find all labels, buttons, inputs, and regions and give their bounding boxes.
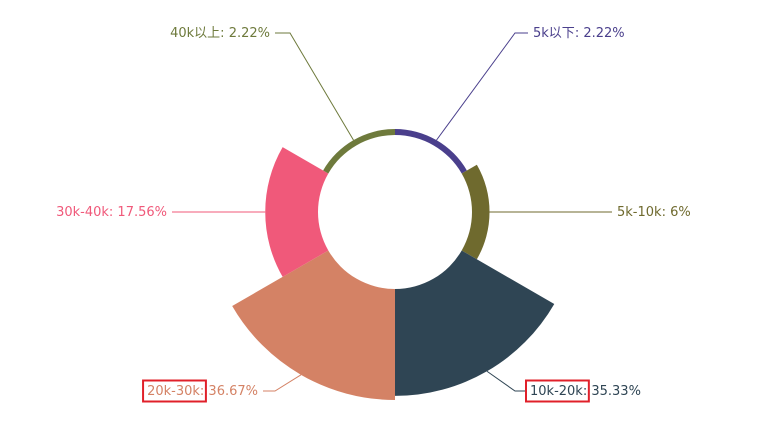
leader-line bbox=[275, 32, 354, 141]
category-label: 30k-40k bbox=[56, 205, 109, 220]
category-label: 40k以上 bbox=[170, 26, 220, 41]
rose-slice bbox=[323, 129, 395, 174]
category-label: 5k以下 bbox=[533, 26, 575, 41]
category-label: 10k-20k bbox=[530, 384, 583, 399]
rose-slice bbox=[265, 147, 329, 277]
value-label: 17.56% bbox=[117, 205, 167, 220]
slice-label: 20k-30k: 36.67% bbox=[147, 384, 258, 399]
category-label: 5k-10k bbox=[617, 205, 662, 220]
leader-line bbox=[263, 374, 302, 392]
value-label: 2.22% bbox=[583, 26, 624, 41]
label-separator: : bbox=[583, 384, 592, 399]
leader-line bbox=[436, 32, 528, 141]
label-separator: : bbox=[662, 205, 671, 220]
highlight-box bbox=[525, 379, 590, 403]
slice-label: 10k-20k: 35.33% bbox=[530, 384, 641, 399]
label-separator: : bbox=[575, 26, 584, 41]
rose-slice bbox=[395, 129, 467, 174]
label-separator: : bbox=[220, 26, 229, 41]
slice-label: 30k-40k: 17.56% bbox=[56, 205, 167, 220]
highlight-box bbox=[142, 379, 207, 403]
value-label: 36.67% bbox=[208, 384, 258, 399]
value-label: 35.33% bbox=[591, 384, 641, 399]
label-separator: : bbox=[109, 205, 118, 220]
value-label: 6% bbox=[670, 205, 691, 220]
slice-label: 5k以下: 2.22% bbox=[533, 26, 625, 41]
leader-line bbox=[486, 370, 525, 392]
label-separator: : bbox=[200, 384, 209, 399]
rose-slice bbox=[232, 250, 395, 400]
rose-slice bbox=[461, 164, 490, 260]
slice-label: 5k-10k: 6% bbox=[617, 205, 691, 220]
value-label: 2.22% bbox=[229, 26, 270, 41]
slice-label: 40k以上: 2.22% bbox=[170, 26, 270, 41]
category-label: 20k-30k bbox=[147, 384, 200, 399]
rose-slice bbox=[395, 250, 555, 396]
